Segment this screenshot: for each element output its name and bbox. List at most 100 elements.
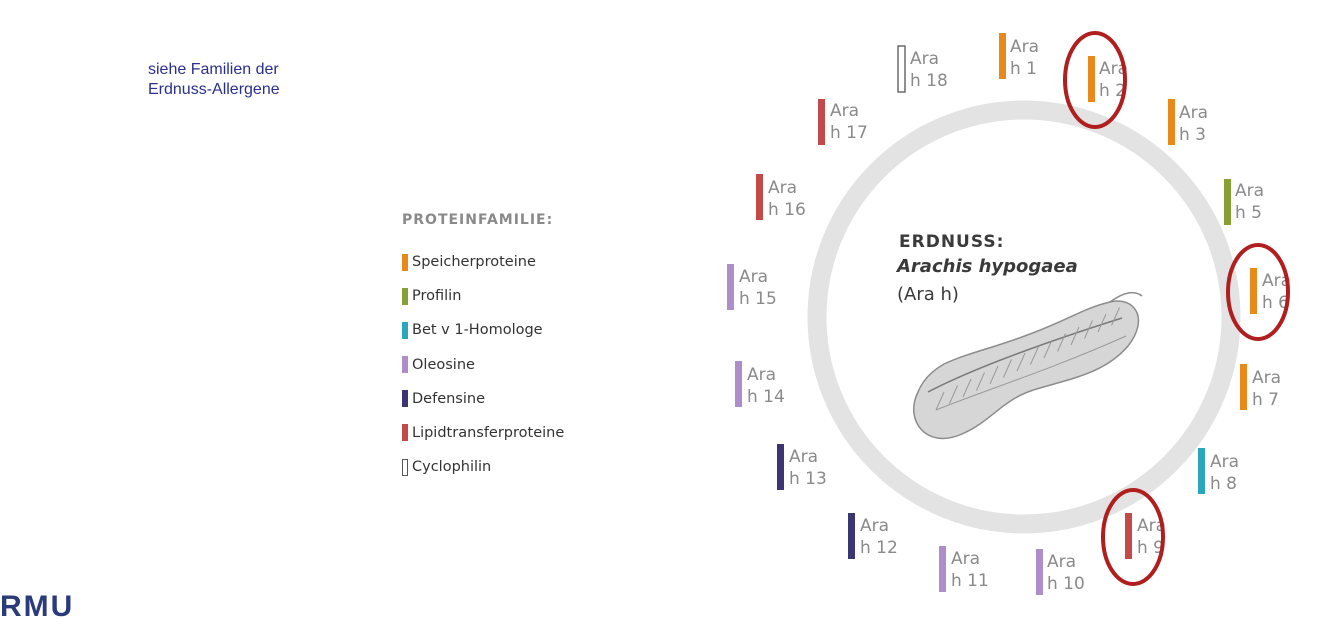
allergen-bar [1224, 179, 1231, 225]
allergen-bar [777, 444, 784, 490]
legend-swatch [402, 287, 408, 305]
legend-swatch [402, 458, 408, 476]
allergen-label-line1: Ara [1099, 59, 1128, 79]
allergen-bar [999, 33, 1006, 79]
legend-item: Oleosine [402, 351, 564, 379]
legend-label: Lipidtransferproteine [412, 424, 565, 441]
legend-label: Oleosine [412, 356, 475, 373]
legend-label: Defensine [412, 390, 485, 407]
allergen-label-line1: Ara [1235, 181, 1264, 201]
highlight-circle [1063, 31, 1127, 129]
allergen-label-line2: h 8 [1210, 474, 1237, 494]
peanut-texture-line [962, 378, 972, 398]
peanut-texture-line [949, 385, 958, 404]
allergen-label-line1: Ara [768, 178, 797, 198]
legend-label: Cyclophilin [412, 459, 492, 476]
side-note-line-1: siehe Familien der [148, 61, 279, 78]
allergen-label-line2: h 1 [1010, 59, 1037, 79]
peanut-texture-line [1084, 320, 1093, 339]
highlight-circle [1226, 243, 1290, 341]
center-abbreviation: (Ara h) [897, 284, 959, 305]
allergen-label-line2: h 7 [1252, 390, 1279, 410]
allergen-label-line2: h 18 [910, 71, 948, 91]
allergen-bar [727, 264, 734, 310]
peanut-illustration [913, 291, 1143, 440]
allergen-label-line2: h 13 [789, 469, 827, 489]
peanut-texture-line [1111, 307, 1120, 326]
legend-swatch [402, 356, 408, 374]
peanut-shell [913, 300, 1140, 440]
allergen-label-line2: h 3 [1179, 125, 1206, 145]
legend: PROTEINFAMILIE: Speicherproteine Profilin… [402, 212, 564, 487]
legend-swatch [402, 321, 408, 339]
legend-swatch [402, 253, 408, 271]
allergen-bar [735, 361, 742, 407]
peanut-texture-line [1070, 326, 1080, 346]
allergen-bar [1168, 99, 1175, 145]
peanut-stem [1109, 291, 1143, 303]
allergen-label-line1: Ara [1252, 368, 1281, 388]
peanut-ridge [935, 335, 1127, 411]
allergen-bar [1250, 268, 1257, 314]
peanut-texture-line [989, 365, 999, 385]
allergen-bar [848, 513, 855, 559]
allergen-label-line2: h 2 [1099, 81, 1126, 101]
allergen-bar [1240, 364, 1247, 410]
peanut-texture-line [1030, 346, 1039, 365]
legend-item: Speicherproteine [402, 248, 564, 276]
allergen-label-line1: Ara [1047, 552, 1076, 572]
center-scientific-name: Arachis hypogaea [897, 256, 1078, 277]
allergen-label-line1: Ara [860, 516, 889, 536]
peanut-texture-line [935, 391, 945, 411]
legend-item: Cyclophilin [402, 453, 564, 481]
allergen-label-line2: h 10 [1047, 574, 1085, 594]
allergen-label-line2: h 14 [747, 387, 785, 407]
peanut-texture-line [1043, 339, 1053, 359]
allergen-label-line1: Ara [910, 49, 939, 69]
center-title: ERDNUSS: [899, 232, 1005, 252]
legend-item: Lipidtransferproteine [402, 419, 564, 447]
allergen-label-line1: Ara [739, 267, 768, 287]
legend-swatch [402, 390, 408, 408]
allergen-label-line2: h 11 [951, 571, 989, 591]
legend-item: Bet v 1-Homologe [402, 316, 564, 344]
peanut-texture-line [976, 372, 985, 391]
legend-label: Bet v 1-Homologe [412, 322, 543, 339]
legend-item: Defensine [402, 385, 564, 413]
wheel-ring [807, 100, 1241, 534]
allergen-label-line2: h 12 [860, 538, 898, 558]
allergen-label-line1: Ara [1010, 37, 1039, 57]
allergen-label-line1: Ara [1179, 103, 1208, 123]
allergen-label-line2: h 17 [830, 123, 868, 143]
legend-title: PROTEINFAMILIE: [402, 212, 554, 228]
allergen-bar [939, 546, 946, 592]
allergen-bar [1125, 513, 1132, 559]
allergen-label-line1: Ara [789, 447, 818, 467]
peanut-texture-line [1016, 352, 1026, 372]
allergen-label-line2: h 9 [1137, 538, 1164, 558]
allergen-label-line2: h 5 [1235, 203, 1262, 223]
peanut-texture-line [1097, 313, 1107, 333]
allergen-label-line1: Ara [747, 365, 776, 385]
peanut-seam [927, 317, 1123, 393]
legend-item: Profilin [402, 282, 564, 310]
allergen-bar [756, 174, 763, 220]
peanut-texture-line [1057, 333, 1066, 352]
allergen-label-line1: Ara [830, 101, 859, 121]
allergen-label-line1: Ara [1137, 516, 1166, 536]
allergen-bar [1198, 448, 1205, 494]
peanut-texture-line [1003, 359, 1012, 378]
allergen-label-line1: Ara [1210, 452, 1239, 472]
legend-swatch [402, 424, 408, 442]
side-note: siehe Familien der Erdnuss-Allergene [148, 60, 288, 100]
allergen-bar [897, 45, 906, 93]
allergen-label-line1: Ara [951, 549, 980, 569]
allergen-bar [1036, 549, 1043, 595]
legend-label: Speicherproteine [412, 254, 536, 270]
side-note-line-2: Erdnuss-Allergene [148, 81, 280, 98]
allergen-bar [1088, 56, 1095, 102]
allergen-label-line2: h 15 [739, 289, 777, 309]
logo: RMU [0, 590, 75, 623]
allergen-label-line2: h 6 [1262, 293, 1289, 313]
